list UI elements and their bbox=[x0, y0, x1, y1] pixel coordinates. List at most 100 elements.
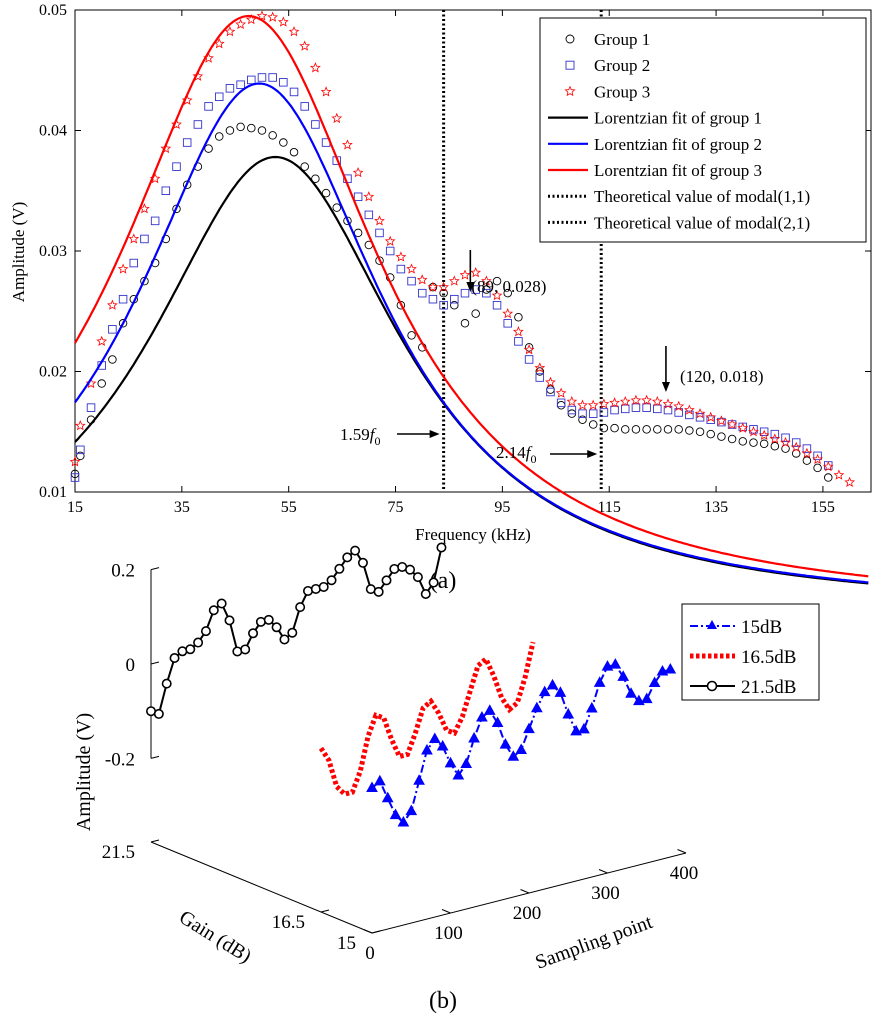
point-15db bbox=[664, 663, 677, 674]
point-g1 bbox=[824, 473, 833, 482]
legend-b-label: 16.5dB bbox=[741, 647, 796, 668]
z-axis-label-b: Amplitude (V) bbox=[73, 713, 95, 831]
point-g3 bbox=[470, 267, 481, 278]
point-15db bbox=[405, 804, 418, 816]
y-tick-mark-b bbox=[150, 839, 160, 843]
point-g3 bbox=[181, 94, 193, 105]
point-g2 bbox=[556, 398, 566, 408]
legend-item-v2: Theoretical value of modal(2,1) bbox=[548, 213, 810, 232]
point-g1 bbox=[642, 425, 651, 434]
y-tick-label: 0.02 bbox=[39, 364, 67, 381]
point-g1 bbox=[706, 429, 715, 439]
point-g1 bbox=[663, 425, 673, 434]
point-g1 bbox=[610, 423, 619, 433]
point-g2 bbox=[108, 325, 117, 334]
point-g2 bbox=[471, 285, 480, 294]
point-g3 bbox=[833, 469, 845, 480]
point-15db bbox=[491, 716, 504, 727]
point-g2 bbox=[492, 300, 502, 310]
legend-label: Group 3 bbox=[594, 82, 650, 101]
point-15db bbox=[523, 722, 535, 734]
point-g1 bbox=[76, 451, 85, 461]
point-g1 bbox=[813, 463, 822, 473]
point-g1 bbox=[450, 300, 459, 310]
point-g3 bbox=[128, 233, 140, 244]
point-15db bbox=[640, 692, 653, 704]
point-g3 bbox=[694, 408, 706, 419]
x-tick-label: 35 bbox=[174, 499, 190, 516]
legend-item-v1: Theoretical value of modal(1,1) bbox=[548, 187, 810, 206]
x-tick-label: 75 bbox=[388, 499, 404, 516]
point-15db bbox=[468, 731, 480, 743]
point-g2 bbox=[642, 403, 651, 412]
point-21-5db bbox=[263, 614, 274, 625]
point-g3 bbox=[459, 269, 471, 280]
series-g2 bbox=[70, 73, 833, 482]
y-tick-mark-b bbox=[320, 909, 330, 913]
point-g3 bbox=[267, 11, 278, 22]
point-g1 bbox=[674, 425, 683, 434]
point-15db bbox=[452, 768, 465, 780]
point-g1 bbox=[492, 276, 502, 286]
point-g3 bbox=[577, 399, 588, 410]
x-axis-label-a: Frequency (kHz) bbox=[415, 525, 531, 544]
legend-b-triangle bbox=[707, 620, 717, 629]
annotation-2-14f0-arrow-head bbox=[587, 450, 598, 458]
y-tick-label-b: 21.5 bbox=[102, 842, 135, 863]
point-g2 bbox=[813, 451, 822, 461]
legend-b: 15dB 16.5dB 21.5dB bbox=[681, 603, 820, 701]
point-g2 bbox=[364, 210, 374, 220]
y-tick-label-b: 16.5 bbox=[272, 912, 305, 933]
point-g3 bbox=[684, 404, 695, 415]
point-15db bbox=[633, 694, 645, 706]
x-tick-label-b: 200 bbox=[513, 903, 542, 924]
point-g3 bbox=[769, 433, 781, 444]
y-tick-label: 0.01 bbox=[39, 484, 67, 501]
point-g2 bbox=[396, 264, 406, 274]
point-g3 bbox=[790, 441, 802, 452]
point-g1 bbox=[621, 425, 630, 434]
point-g2 bbox=[150, 216, 160, 226]
point-g2 bbox=[289, 87, 299, 97]
point-g1 bbox=[375, 256, 384, 265]
point-g2 bbox=[353, 192, 363, 202]
point-g2 bbox=[439, 300, 448, 310]
point-g2 bbox=[524, 355, 534, 364]
y-tick-label: 0.04 bbox=[39, 123, 67, 140]
point-g2 bbox=[631, 403, 641, 412]
point-21-5db bbox=[208, 605, 219, 616]
y-axis-label-a: Amplitude (V) bbox=[9, 202, 28, 303]
point-g2 bbox=[129, 258, 139, 268]
x-axis-line-b bbox=[371, 852, 687, 934]
point-15db bbox=[648, 676, 661, 687]
point-g1 bbox=[289, 147, 299, 157]
point-g1 bbox=[279, 138, 288, 147]
point-15db bbox=[554, 686, 567, 697]
point-15db bbox=[483, 704, 496, 715]
point-g3 bbox=[352, 167, 364, 178]
legend-item-f2: Lorentzian fit of group 2 bbox=[548, 135, 762, 154]
point-g2 bbox=[172, 162, 181, 171]
legend-item-g3: Group 3 bbox=[564, 82, 650, 101]
point-g3 bbox=[716, 415, 727, 426]
panel-label-a: (a) bbox=[430, 568, 457, 594]
point-g1 bbox=[802, 456, 812, 465]
legend-a: Group 1 Group 2 Group 3 Lorentzian fit of g… bbox=[539, 17, 867, 243]
legend-item-f1: Lorentzian fit of group 1 bbox=[548, 109, 762, 128]
point-21-5db bbox=[177, 646, 188, 657]
point-g1 bbox=[717, 432, 726, 441]
x-tick-label: 15 bbox=[67, 499, 83, 516]
point-g1 bbox=[588, 420, 598, 429]
legend-b-item: 15dB bbox=[690, 617, 782, 638]
point-15db bbox=[531, 701, 543, 713]
point-15db bbox=[436, 739, 449, 751]
legend-label: Lorentzian fit of group 2 bbox=[594, 135, 762, 154]
point-g3 bbox=[363, 191, 375, 202]
point-g1 bbox=[97, 379, 106, 388]
x-tick-label: 95 bbox=[494, 499, 510, 516]
point-g2 bbox=[482, 288, 491, 298]
x-tick-label-b: 400 bbox=[670, 863, 699, 884]
point-g2 bbox=[257, 73, 267, 82]
point-g1 bbox=[108, 355, 117, 364]
legend-label: Lorentzian fit of group 1 bbox=[594, 109, 762, 128]
